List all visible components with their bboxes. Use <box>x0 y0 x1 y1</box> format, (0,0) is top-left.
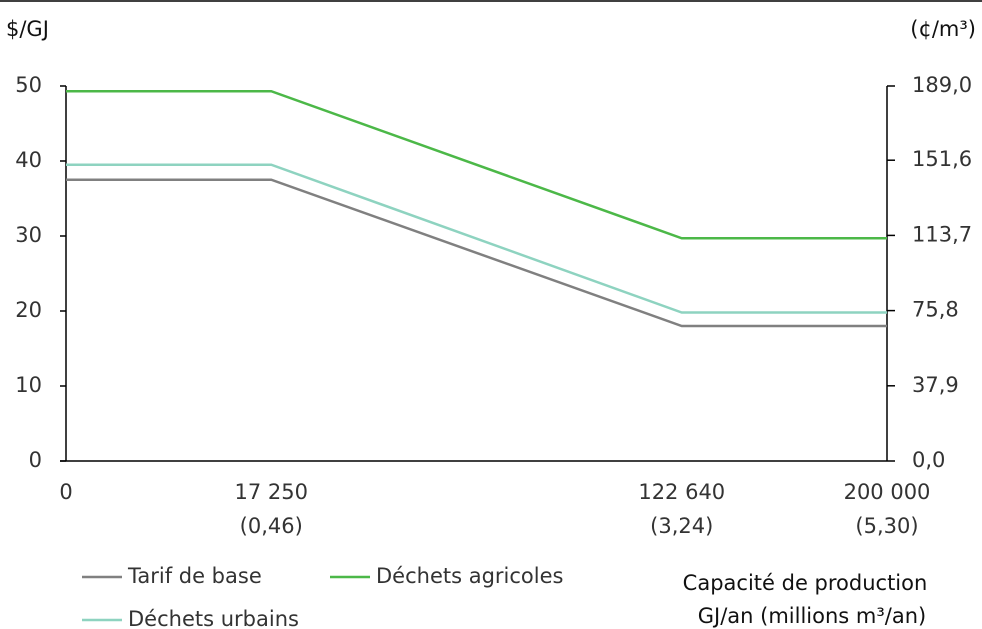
y-tick-label: 0 <box>29 448 42 472</box>
y-axis-title: $/GJ <box>6 17 49 41</box>
y-tick-label: 50 <box>15 73 42 97</box>
legend-label: Déchets urbains <box>128 607 299 629</box>
y2-tick-label: 151,6 <box>912 147 972 171</box>
x-tick-label: 0 <box>59 480 72 504</box>
y2-axis-title: (¢/m³) <box>910 17 976 41</box>
series-line <box>66 163 887 314</box>
y2-tick-label: 113,7 <box>912 222 972 246</box>
x-tick-label: 17 250 <box>235 480 308 504</box>
y-tick-label: 10 <box>15 373 42 397</box>
y2-tick-label: 0,0 <box>912 448 945 472</box>
x-tick-sublabel: (5,30) <box>855 514 918 538</box>
x-tick-label: 122 640 <box>638 480 725 504</box>
series-line <box>66 178 887 328</box>
y-tick-label: 20 <box>15 298 42 322</box>
legend-label: Déchets agricoles <box>376 564 563 588</box>
y-tick-label: 30 <box>15 223 42 247</box>
x-tick-sublabel: (0,46) <box>240 514 303 538</box>
series-line <box>66 90 887 240</box>
legend-label: Tarif de base <box>127 564 262 588</box>
x-axis-title: Capacité de production <box>683 571 928 595</box>
x-tick-label: 200 000 <box>844 480 931 504</box>
y2-tick-label: 75,8 <box>912 298 959 322</box>
x-tick-sublabel: (3,24) <box>650 514 713 538</box>
y-tick-label: 40 <box>15 148 42 172</box>
y2-tick-label: 189,0 <box>912 73 972 97</box>
y2-tick-label: 37,9 <box>912 373 959 397</box>
x-axis-title: GJ/an (millions m³/an) <box>698 604 926 628</box>
